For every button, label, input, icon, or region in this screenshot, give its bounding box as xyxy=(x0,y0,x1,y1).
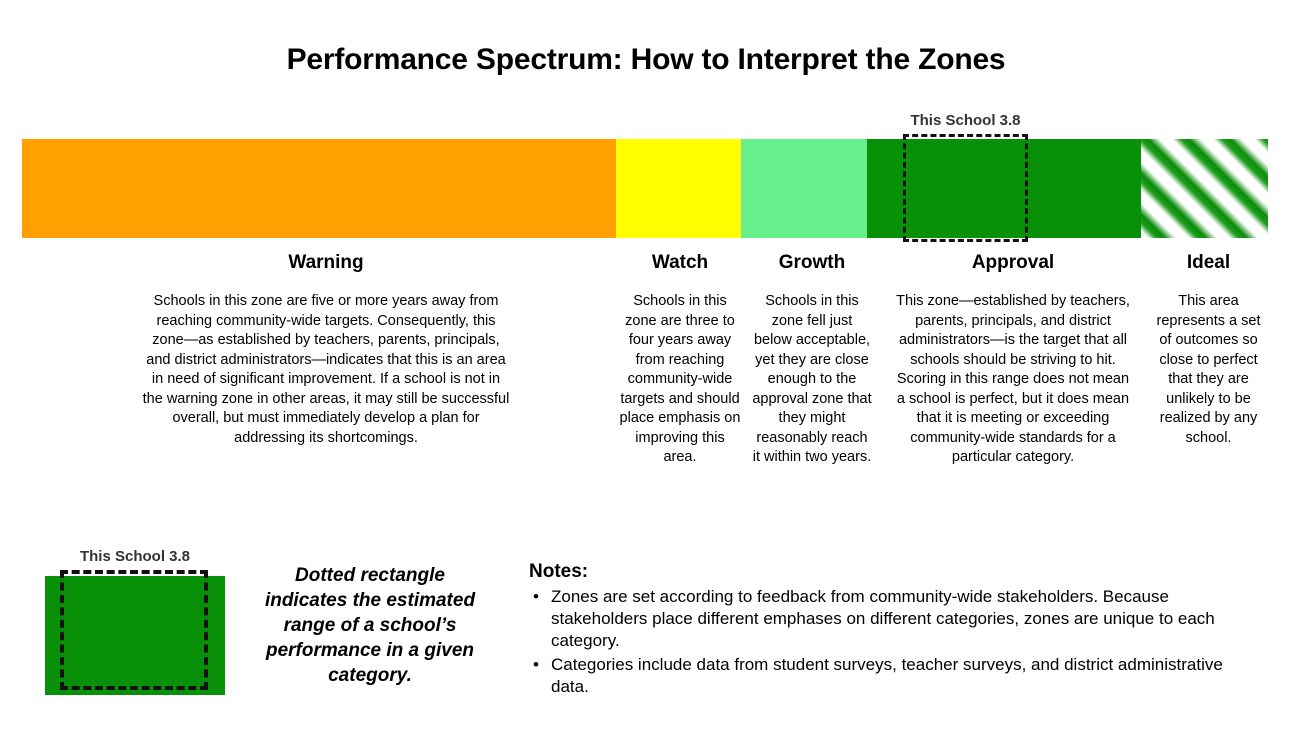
notes-list-item: • Zones are set according to feedback fr… xyxy=(529,586,1229,652)
zone-label-growth: Growth xyxy=(778,252,846,273)
zone-column-watch: Watch Schools in this zone are three to … xyxy=(619,252,741,468)
zone-column-ideal: Ideal This area represents a set of outc… xyxy=(1152,252,1265,448)
school-score-marker xyxy=(903,134,1028,242)
bullet-icon: • xyxy=(533,655,539,674)
zone-band-watch xyxy=(616,139,741,238)
zone-description-ideal: This area represents a set of outcomes s… xyxy=(1156,293,1261,446)
legend-caption: Dotted rectangle indicates the estimated… xyxy=(264,565,476,686)
zone-label-warning: Warning xyxy=(288,252,364,273)
zone-column-warning: Warning Schools in this zone are five or… xyxy=(140,252,512,448)
zone-column-growth: Growth Schools in this zone fell just be… xyxy=(751,252,873,468)
notes-item-text: Zones are set according to feedback from… xyxy=(551,587,1215,650)
zone-label-ideal: Ideal xyxy=(1186,252,1231,273)
notes-list: • Zones are set according to feedback fr… xyxy=(529,586,1229,698)
legend-color-swatch xyxy=(45,576,225,695)
zone-description-warning: Schools in this zone are five or more ye… xyxy=(142,293,510,446)
school-marker-label: This School 3.8 xyxy=(910,112,1021,129)
zone-label-watch: Watch xyxy=(651,252,709,273)
zone-column-approval: Approval This zone—established by teache… xyxy=(895,252,1131,468)
notes-item-text: Categories include data from student sur… xyxy=(551,655,1223,696)
zone-label-approval: Approval xyxy=(971,252,1055,273)
zone-description-growth: Schools in this zone fell just below acc… xyxy=(752,293,872,465)
notes-heading: Notes: xyxy=(529,561,589,582)
bullet-icon: • xyxy=(533,587,539,606)
zone-band-approval xyxy=(866,139,1141,238)
legend-marker-label: This School 3.8 xyxy=(79,548,191,565)
zone-description-watch: Schools in this zone are three to four y… xyxy=(619,293,741,465)
zone-description-approval: This zone—established by teachers, paren… xyxy=(896,293,1130,465)
legend-dashed-rectangle xyxy=(60,570,208,690)
zone-band-growth xyxy=(740,139,867,238)
page-title: Performance Spectrum: How to Interpret t… xyxy=(286,43,1006,76)
notes-section: Notes: • Zones are set according to feed… xyxy=(529,561,1229,700)
performance-spectrum-bar xyxy=(22,139,1268,238)
zone-band-warning xyxy=(22,139,617,238)
notes-list-item: • Categories include data from student s… xyxy=(529,654,1229,698)
zone-band-ideal xyxy=(1140,139,1268,238)
